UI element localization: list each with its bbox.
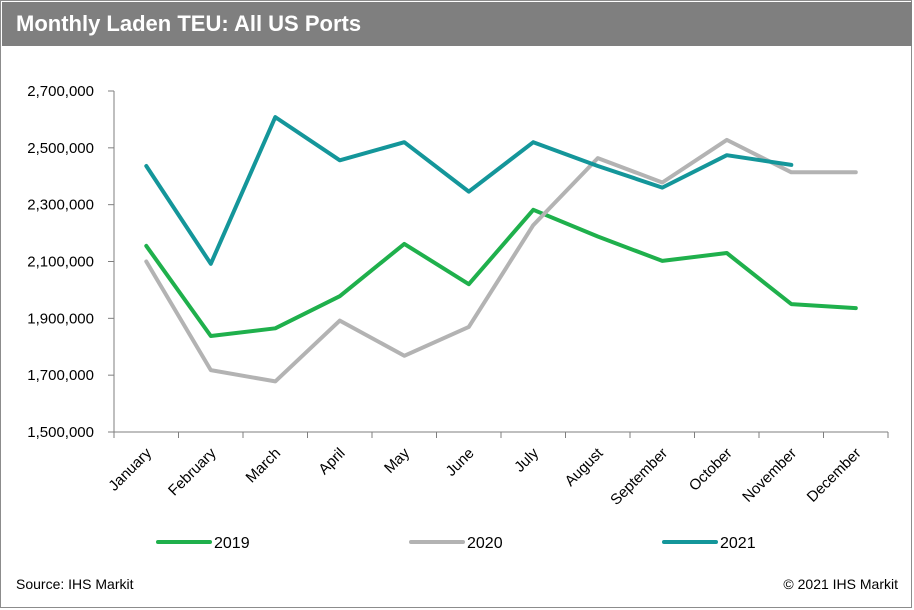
chart-title: Monthly Laden TEU: All US Ports xyxy=(16,11,362,36)
series-line-2019 xyxy=(144,207,858,338)
x-tick-label: March xyxy=(243,445,284,486)
legend-label-2019: 2019 xyxy=(214,535,250,552)
x-tick-label: May xyxy=(381,444,413,476)
y-tick-label: 2,500,000 xyxy=(27,140,94,157)
y-tick-label: 2,700,000 xyxy=(27,83,94,100)
y-tick-label: 1,700,000 xyxy=(27,367,94,384)
series-line-2020 xyxy=(144,137,858,384)
x-tick-label: October xyxy=(686,445,736,495)
series-line-2021 xyxy=(144,115,794,266)
x-tick-label: August xyxy=(562,444,608,490)
x-tick-label: January xyxy=(105,444,155,494)
source-note: Source: IHS Markit xyxy=(16,576,134,592)
x-tick-label: February xyxy=(165,444,220,499)
title-bar: Monthly Laden TEU: All US Ports xyxy=(2,2,912,46)
y-tick-label: 1,900,000 xyxy=(27,310,94,327)
legend-label-2021: 2021 xyxy=(720,535,756,552)
x-tick-label: December xyxy=(804,445,865,506)
legend-label-2020: 2020 xyxy=(467,535,503,552)
y-tick-label: 1,500,000 xyxy=(27,424,94,441)
x-tick-label: November xyxy=(739,445,800,506)
x-tick-label: July xyxy=(511,444,542,475)
copyright-note: © 2021 IHS Markit xyxy=(783,576,898,592)
y-tick-label: 2,300,000 xyxy=(27,197,94,214)
x-tick-label: June xyxy=(443,445,478,480)
x-tick-label: April xyxy=(315,445,348,478)
x-tick-label: September xyxy=(607,445,671,509)
y-tick-label: 2,100,000 xyxy=(27,254,94,271)
